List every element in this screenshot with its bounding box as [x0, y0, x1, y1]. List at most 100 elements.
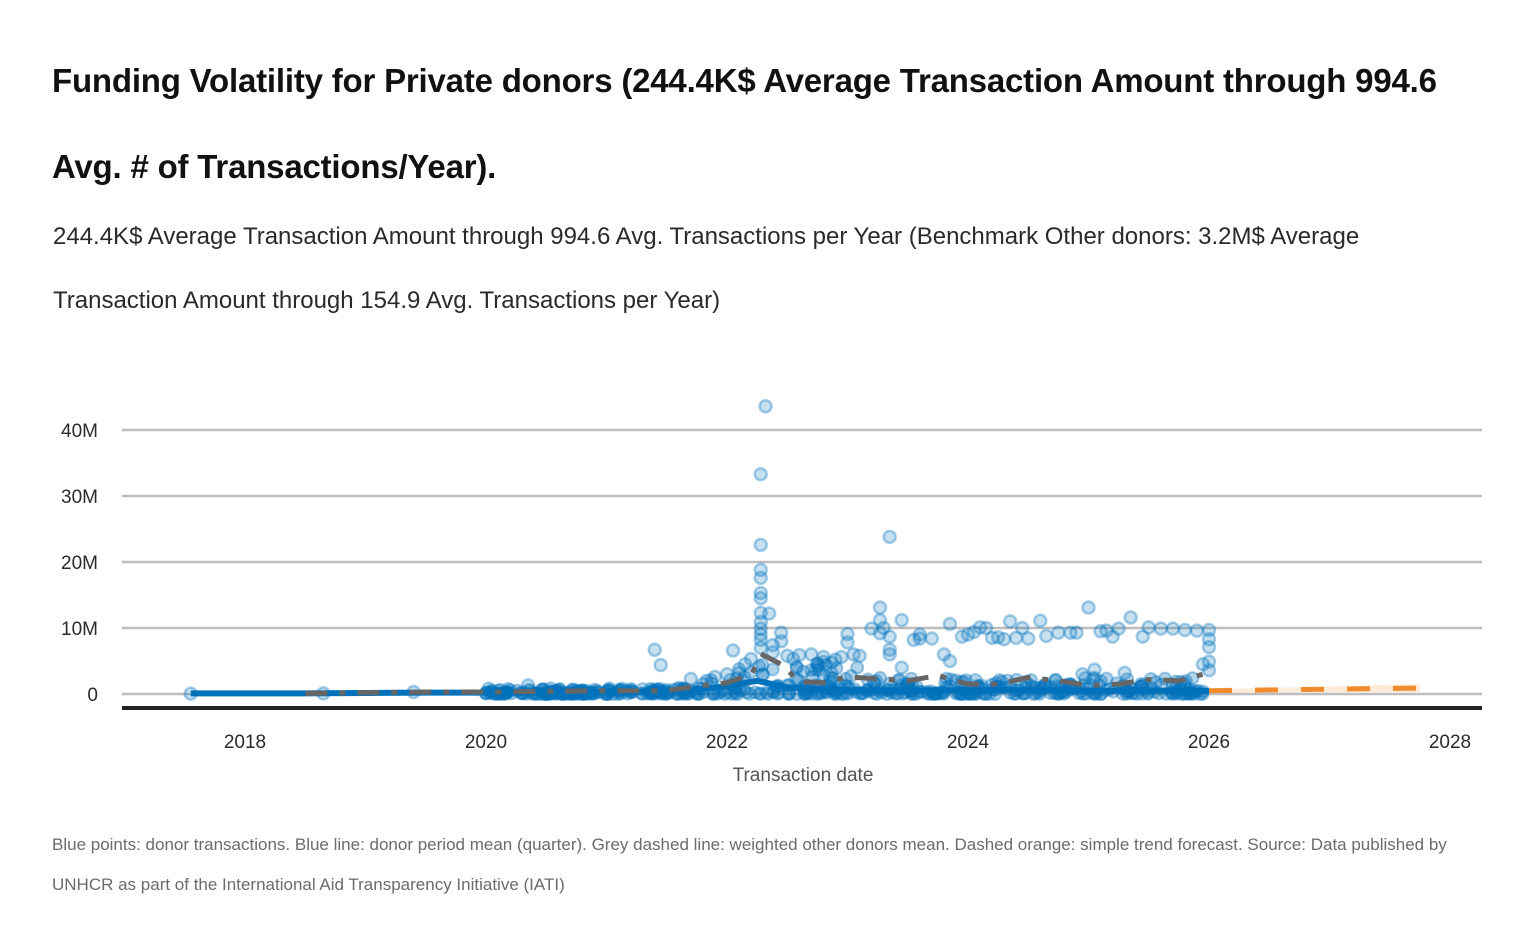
- data-point: [840, 626, 855, 642]
- x-tick-label: 2028: [1429, 732, 1471, 753]
- chart-subtitle: 244.4K$ Average Transaction Amount throu…: [53, 223, 1360, 314]
- data-point: [882, 647, 897, 662]
- data-point: [966, 624, 982, 640]
- data-point: [730, 686, 745, 701]
- data-point: [872, 626, 888, 641]
- data-point: [753, 627, 768, 642]
- data-point: [747, 685, 762, 700]
- data-point: [737, 657, 753, 672]
- data-point: [810, 657, 825, 672]
- data-point: [1099, 671, 1114, 686]
- data-point: [876, 620, 891, 636]
- data-point: [753, 562, 768, 578]
- data-point: [753, 614, 768, 630]
- data-point: [1069, 625, 1084, 640]
- data-point: [829, 661, 844, 676]
- data-point: [810, 656, 825, 671]
- data-point: [1087, 662, 1102, 677]
- data-point: [906, 632, 922, 648]
- data-point: [872, 600, 888, 615]
- data-point: [1195, 657, 1211, 672]
- data-point: [808, 662, 823, 677]
- data-point: [816, 649, 831, 665]
- data-point: [882, 629, 897, 644]
- data-point: [942, 616, 958, 632]
- data-point: [1093, 624, 1108, 639]
- gridlines: [122, 428, 1482, 696]
- data-point: [786, 651, 801, 667]
- data-point: [732, 662, 747, 677]
- data-point: [960, 627, 976, 642]
- data-point: [753, 605, 768, 621]
- data-point: [840, 635, 855, 650]
- data-point: [1201, 631, 1217, 647]
- data-point: [1051, 625, 1066, 640]
- data-point: [1117, 665, 1132, 681]
- data-point: [996, 631, 1012, 647]
- data-point: [811, 658, 826, 673]
- data-point: [653, 657, 668, 673]
- data-point: [936, 647, 952, 662]
- data-point: [739, 685, 754, 700]
- data-point: [1039, 628, 1054, 644]
- data-point: [765, 637, 781, 653]
- data-point: [719, 666, 735, 682]
- data-point: [773, 625, 789, 640]
- data-point: [1201, 654, 1217, 669]
- y-tick-label: 0: [87, 685, 98, 706]
- data-point: [852, 648, 867, 663]
- data-point: [725, 643, 741, 658]
- chart-footnote: Blue points: donor transactions. Blue li…: [52, 835, 1447, 894]
- data-point: [912, 627, 928, 642]
- data-point: [804, 647, 819, 662]
- data-point: [753, 585, 768, 601]
- x-tick-label: 2024: [947, 732, 990, 753]
- data-point: [1135, 629, 1150, 644]
- data-point: [1063, 625, 1078, 640]
- data-point: [1201, 639, 1217, 655]
- data-point: [1021, 631, 1036, 646]
- data-point: [1086, 672, 1101, 687]
- data-point: [761, 686, 776, 701]
- data-point: [824, 665, 839, 680]
- data-point: [1111, 621, 1126, 636]
- data-point: [850, 660, 865, 675]
- data-point: [743, 651, 759, 667]
- data-point: [1141, 620, 1156, 635]
- data-point: [1002, 614, 1018, 629]
- data-point: [1185, 671, 1200, 686]
- x-axis-ticks: 2018 2020 2022 2024 2026 2028: [224, 732, 1471, 753]
- data-point: [1099, 623, 1114, 638]
- data-point: [647, 642, 662, 658]
- data-point: [753, 466, 768, 482]
- points-layer: [183, 398, 1217, 701]
- data-point: [742, 686, 757, 701]
- data-point: [1165, 621, 1181, 636]
- data-point: [1014, 620, 1030, 636]
- data-point: [1048, 672, 1063, 687]
- data-point: [1201, 622, 1217, 638]
- data-point: [822, 670, 837, 685]
- data-point: [753, 640, 768, 656]
- data-point: [753, 621, 768, 636]
- data-point: [1153, 621, 1169, 636]
- data-point: [1123, 610, 1138, 625]
- data-point: [912, 631, 928, 646]
- data-point: [882, 642, 897, 658]
- data-point: [1105, 629, 1120, 644]
- data-point: [792, 647, 807, 663]
- data-point: [984, 630, 1000, 646]
- data-point: [780, 648, 795, 663]
- data-point: [818, 657, 833, 672]
- x-tick-label: 2018: [224, 732, 266, 753]
- data-point: [824, 655, 839, 670]
- data-point: [954, 629, 970, 644]
- data-point: [1033, 613, 1048, 628]
- data-point: [753, 686, 768, 701]
- data-point: [978, 620, 994, 636]
- data-point: [1078, 671, 1093, 686]
- lines-layer: [190, 651, 1420, 697]
- data-point: [804, 663, 819, 678]
- data-point: [894, 612, 909, 628]
- data-point: [816, 654, 831, 669]
